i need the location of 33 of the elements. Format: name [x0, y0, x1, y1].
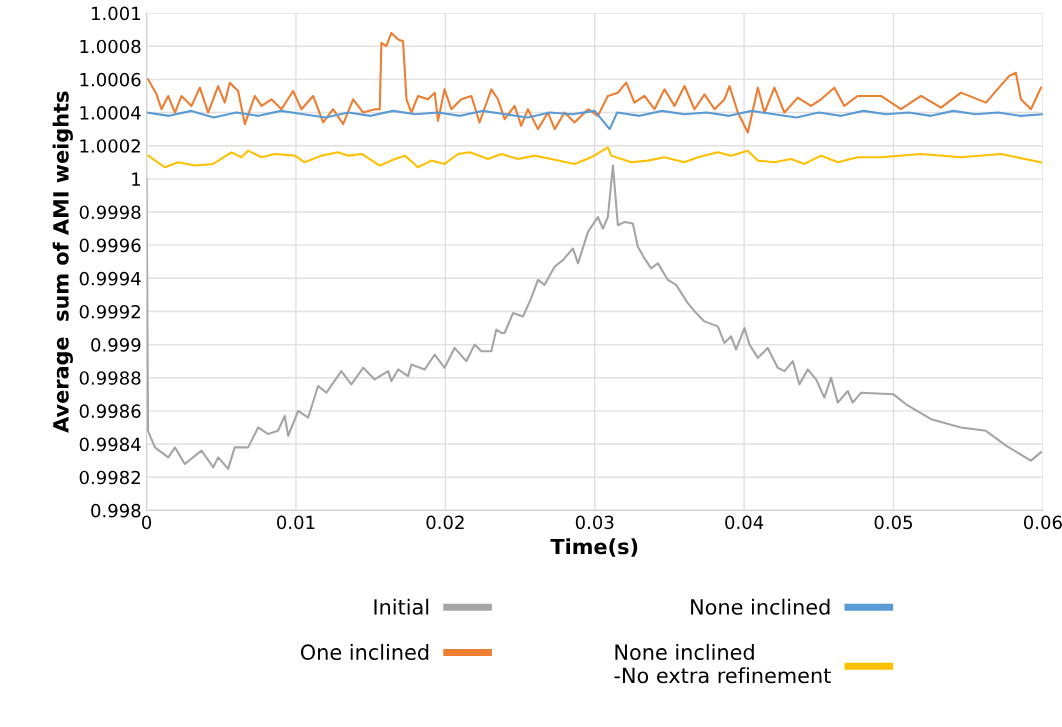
y-tick-label: 0.9998 [79, 205, 141, 220]
line-series [146, 164, 1042, 470]
y-tick-label: 0.9994 [79, 271, 141, 286]
legend-label: None inclined [691, 598, 830, 615]
y-tick-label: 1.0006 [80, 72, 141, 87]
y-tick-label: 0.9992 [79, 304, 140, 319]
legend-label: One inclined [300, 643, 429, 661]
x-tick-label: 0 [142, 515, 152, 530]
y-tick-label: 0.9982 [79, 470, 140, 485]
y-tick-label: 1.0008 [80, 39, 141, 54]
line-series [147, 146, 1042, 169]
y-tick-label: 0.999 [91, 338, 141, 352]
x-axis-title: Time(s) [550, 538, 638, 557]
legend-label: Initial [374, 598, 429, 615]
y-tick-label: 0.9988 [79, 371, 141, 385]
y-tick-label: 0.9996 [79, 238, 141, 253]
x-tick-label: 0.01 [277, 515, 315, 530]
y-tick-label: 1.0002 [80, 139, 140, 153]
legend-label: None inclined -No extra refinement [614, 643, 831, 684]
y-tick-label: 0.9986 [79, 404, 141, 419]
x-tick-label: 0.03 [575, 515, 614, 530]
y-axis-title: Average sum of AMI weights [52, 91, 73, 433]
line-series [146, 109, 1043, 131]
x-tick-label: 0.06 [1023, 515, 1062, 530]
y-tick-label: 0.9984 [79, 437, 141, 452]
y-tick-label: 1.001 [91, 6, 141, 21]
y-tick-label: 1.0004 [80, 106, 141, 120]
x-tick-label: 0.04 [725, 515, 764, 530]
y-tick-label: 1 [132, 172, 141, 186]
line-series [147, 31, 1042, 134]
x-tick-label: 0.05 [874, 515, 913, 530]
x-tick-label: 0.02 [426, 515, 464, 530]
y-tick-label: 0.998 [91, 503, 141, 518]
